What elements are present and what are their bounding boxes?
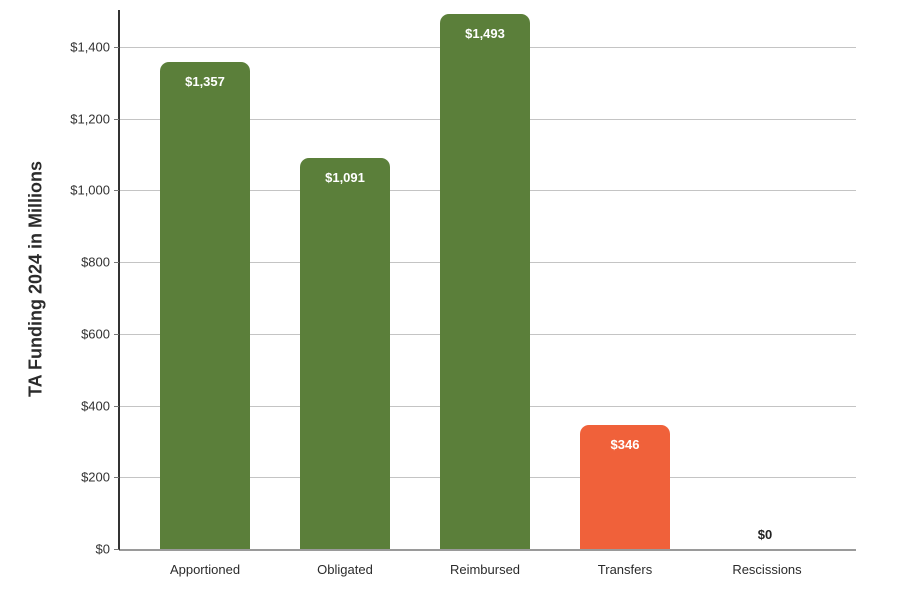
y-tick-label: $1,400 (70, 39, 110, 55)
tick-mark (114, 47, 119, 48)
y-tick-label: $800 (81, 254, 110, 270)
data-label: $1,091 (325, 170, 365, 185)
bar-reimbursed (440, 14, 530, 549)
y-tick-label: $1,000 (70, 182, 110, 198)
y-tick-label: $0 (95, 541, 110, 557)
y-tick-label: $400 (81, 398, 110, 414)
tick-mark (114, 549, 119, 550)
y-axis-label: TA Funding 2024 in Millions (25, 160, 46, 398)
tick-mark (114, 477, 119, 478)
y-tick-label: $1,200 (70, 111, 110, 127)
x-category-label: Apportioned (169, 562, 241, 577)
data-label: $0 (757, 527, 773, 542)
tick-mark (114, 406, 119, 407)
y-tick-label: $200 (81, 469, 110, 485)
bar-transfers (580, 425, 670, 549)
y-tick-label: $600 (81, 326, 110, 342)
y-axis-line (118, 10, 120, 550)
data-label: $1,493 (465, 26, 505, 41)
data-label: $346 (610, 437, 640, 452)
x-category-label: Reimbursed (449, 562, 521, 577)
tick-mark (114, 334, 119, 335)
tick-mark (114, 119, 119, 120)
x-category-label: Rescissions (732, 562, 802, 577)
gridline (119, 549, 856, 551)
bar-obligated (300, 158, 390, 549)
x-category-label: Transfers (597, 562, 653, 577)
tick-mark (114, 262, 119, 263)
x-category-label: Obligated (317, 562, 373, 577)
tick-mark (114, 190, 119, 191)
bar-apportioned (160, 62, 250, 549)
data-label: $1,357 (185, 74, 225, 89)
